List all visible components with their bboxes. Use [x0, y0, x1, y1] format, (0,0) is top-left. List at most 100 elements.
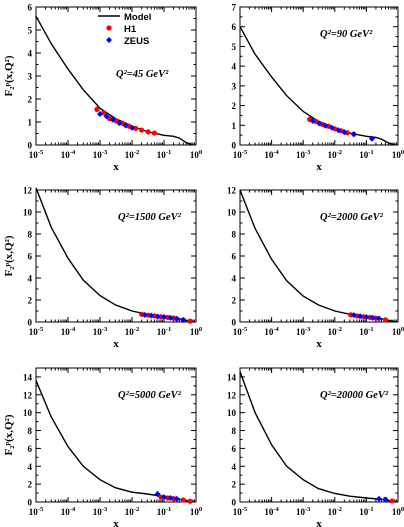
y-tick-label: 10	[23, 408, 33, 418]
zeus-point	[363, 314, 370, 321]
x-axis-label: x	[113, 338, 119, 350]
zeus-point	[167, 314, 174, 321]
x-tick-label: 10-2	[328, 326, 342, 337]
y-tick-label: 0	[28, 498, 33, 508]
y-tick-label: 4	[232, 62, 237, 72]
zeus-point	[316, 120, 323, 127]
y-tick-label: 0	[28, 318, 33, 328]
y-tick-label: 5	[28, 26, 33, 36]
y-tick-label: 10	[227, 408, 237, 418]
x-tick-label: 100	[392, 326, 404, 337]
x-tick-label: 10-4	[61, 149, 76, 160]
q2-annotation: Q²=45 GeV²	[116, 69, 169, 80]
x-tick-label: 10-3	[93, 149, 108, 160]
h1-point	[382, 317, 389, 323]
x-tick-label: 100	[392, 149, 404, 160]
x-tick-label: 10-1	[157, 326, 171, 337]
x-tick-label: 10-2	[328, 506, 342, 517]
plot-frame	[239, 189, 399, 323]
y-tick-label: 4	[28, 49, 33, 59]
zeus-point	[161, 314, 167, 321]
x-tick-label: 100	[392, 506, 404, 517]
y-tick-label: 0	[232, 141, 237, 151]
panel-bottom-left: 10-5 10-4 10-3 10-2 10-1 100 0 2 4 6 8 10 12 14 x Q²=50…	[3, 367, 202, 527]
y-tick-label: 14	[227, 372, 237, 382]
y-tick-label: 3	[28, 72, 33, 82]
q2-annotation: Q²=90 GeV²	[320, 29, 373, 40]
y-axis-label: F₂ᵖ(x,Q²)	[3, 414, 15, 455]
panel-top-left: 10-5 10-4 10-3 10-2 10-1 100 0 1 2 3 4 5 6 x Q²=45 GeV…	[3, 3, 202, 174]
x-tick-label: 10-4	[264, 149, 279, 160]
x-tick-label: 10-1	[359, 506, 373, 517]
y-tick-label: 6	[28, 3, 33, 13]
legend-label: ZEUS	[124, 36, 149, 47]
y-tick-label: 4	[232, 462, 237, 472]
x-tick-label: 10-2	[328, 149, 342, 160]
y-tick-label: 0	[232, 318, 237, 328]
x-tick-label: 10-1	[359, 149, 373, 160]
zeus-point	[97, 110, 103, 117]
model-curve	[239, 189, 397, 323]
zeus-point	[154, 490, 161, 497]
q2-annotation: Q²=2000 GeV²	[320, 212, 384, 223]
x-tick-label: 10-4	[61, 326, 76, 337]
zeus-point	[173, 315, 180, 322]
plot-frame	[35, 189, 197, 323]
y-tick-label: 0	[232, 498, 237, 508]
zeus-point	[322, 122, 329, 129]
x-tick-label: 10-5	[233, 506, 248, 517]
x-tick-label: 10-4	[264, 326, 279, 337]
y-tick-label: 10	[227, 208, 237, 218]
y-tick-label: 2	[232, 296, 237, 306]
legend-label: Model	[124, 12, 151, 23]
h1-point	[145, 129, 151, 135]
y-tick-label: 8	[232, 230, 237, 240]
y-axis-label: F₂ᵖ(x,Q²)	[3, 235, 15, 276]
x-tick-label: 10-5	[233, 149, 248, 160]
zeus-point	[369, 314, 376, 321]
x-tick-label: 10-1	[359, 326, 373, 337]
y-tick-label: 4	[28, 274, 33, 284]
y-tick-label: 5	[232, 42, 237, 52]
x-tick-label: 10-2	[125, 506, 139, 517]
y-tick-label: 6	[28, 252, 33, 262]
zeus-point	[180, 317, 187, 324]
model-curve	[35, 187, 195, 323]
zeus-point	[148, 312, 155, 319]
x-axis-label: x	[316, 518, 322, 527]
zeus-point	[129, 124, 135, 131]
zeus-point	[309, 117, 316, 124]
zeus-point	[350, 312, 357, 319]
y-tick-label: 6	[28, 444, 33, 454]
h1-point	[389, 498, 395, 504]
plot-frame	[35, 367, 197, 503]
x-tick-label: 10-5	[233, 326, 248, 337]
x-tick-label: 10-2	[125, 326, 139, 337]
zeus-point	[141, 311, 148, 318]
y-tick-label: 4	[232, 274, 237, 284]
q2-annotation: Q²=1500 GeV²	[118, 212, 182, 223]
y-tick-label: 2	[232, 480, 237, 490]
zeus-point	[341, 129, 348, 136]
y-tick-label: 12	[23, 390, 33, 400]
x-tick-label: 10-5	[29, 506, 44, 517]
h1-point	[180, 497, 186, 503]
zeus-point	[161, 494, 167, 501]
plot-frame	[239, 367, 399, 503]
y-tick-label: 2	[232, 101, 237, 111]
x-tick-label: 10-1	[157, 149, 171, 160]
y-tick-label: 1	[28, 118, 33, 128]
panel-bottom-right: 10-5 10-4 10-3 10-2 10-1 100 0 2 4 6 8 10 12 14 x Q²=20…	[227, 367, 404, 527]
x-axis-label: x	[113, 518, 119, 527]
y-tick-label: 2	[28, 95, 33, 105]
h1-point	[139, 127, 145, 133]
y-axis-label: F₂ᵖ(x,Q²)	[3, 55, 15, 96]
y-tick-label: 10	[23, 208, 33, 218]
panel-middle-right: 10-5 10-4 10-3 10-2 10-1 100 0 2 4 6 8 10 12 x Q²=2000…	[227, 186, 404, 351]
h1-point	[158, 494, 164, 500]
y-tick-label: 8	[232, 426, 237, 436]
panel-middle-left: 10-5 10-4 10-3 10-2 10-1 100 0 2 4 6 8 10 12 x Q²=1500…	[3, 186, 202, 351]
zeus-point	[357, 313, 364, 320]
y-tick-label: 8	[28, 426, 33, 436]
zeus-point	[328, 124, 335, 131]
